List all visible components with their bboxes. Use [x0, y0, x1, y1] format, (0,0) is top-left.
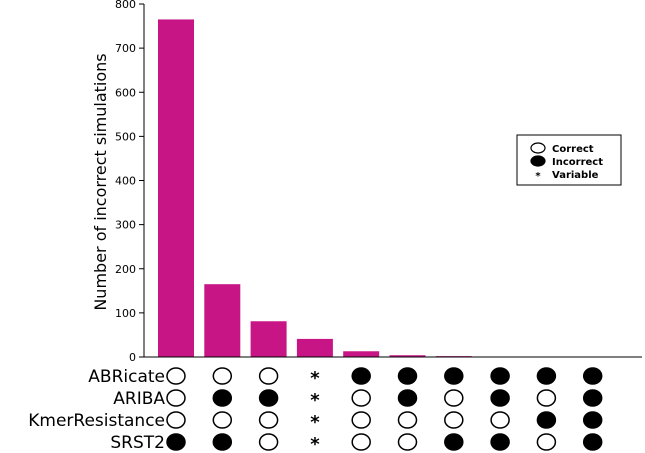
- variable-marker: *: [310, 368, 320, 389]
- legend-star-icon: *: [535, 171, 541, 182]
- incorrect-marker: [582, 389, 603, 407]
- correct-marker: [212, 367, 233, 385]
- tool-label: ABRicate: [88, 367, 165, 387]
- correct-marker: [490, 411, 510, 429]
- correct-marker: [351, 433, 371, 451]
- legend-correct-icon: [530, 142, 546, 154]
- y-tick-label: 400: [115, 175, 136, 188]
- incorrect-marker: [351, 367, 371, 385]
- legend-label: Correct: [552, 144, 594, 155]
- correct-marker: [536, 389, 557, 407]
- legend: Correct Incorrect * Variable: [516, 134, 622, 186]
- y-tick-label: 700: [115, 42, 136, 55]
- legend-incorrect-icon: [530, 155, 546, 167]
- incorrect-marker: [582, 411, 603, 429]
- incorrect-marker: [397, 367, 418, 385]
- bars-layer: [158, 19, 611, 358]
- variable-marker: *: [310, 412, 320, 433]
- incorrect-marker: [212, 433, 233, 451]
- y-axis-title: Number of incorrect simulations: [91, 53, 110, 310]
- y-tick-label: 200: [115, 263, 136, 276]
- correct-marker: [397, 433, 418, 451]
- tool-label: KmerResistance: [28, 411, 165, 431]
- variable-marker: *: [310, 390, 320, 411]
- correct-marker: [444, 389, 464, 407]
- incorrect-marker: [166, 433, 186, 451]
- correct-marker: [444, 411, 464, 429]
- correct-marker: [351, 411, 371, 429]
- incorrect-marker: [536, 411, 557, 429]
- legend-label: Incorrect: [552, 157, 603, 168]
- y-tick-label: 300: [115, 219, 136, 232]
- correct-marker: [351, 389, 371, 407]
- y-tick-label: 0: [129, 351, 136, 364]
- bar: [389, 355, 426, 357]
- bar: [158, 19, 194, 357]
- bar: [296, 338, 333, 357]
- tool-label: SRST2: [110, 433, 165, 453]
- y-axis: 0 100 200 300 400 500 600 700 800: [115, 0, 642, 364]
- correct-marker: [397, 411, 418, 429]
- y-tick-label: 600: [115, 86, 136, 99]
- incorrect-marker: [490, 433, 510, 451]
- incorrect-marker: [490, 389, 510, 407]
- bar: [250, 321, 287, 357]
- legend-label: Variable: [552, 170, 599, 181]
- bar: [204, 284, 241, 357]
- correct-marker: [258, 411, 279, 429]
- incorrect-marker: [258, 389, 279, 407]
- incorrect-marker: [582, 433, 603, 451]
- incorrect-marker: [444, 367, 464, 385]
- correct-marker: [258, 433, 279, 451]
- membership-matrix: ABRicate * ARIBA * KmerResistance * SRST2 *: [28, 367, 603, 453]
- correct-marker: [166, 367, 186, 385]
- correct-marker: [166, 389, 186, 407]
- incorrect-marker: [444, 433, 464, 451]
- correct-marker: [212, 411, 233, 429]
- y-tick-label: 100: [115, 307, 136, 320]
- y-tick-label: 800: [115, 0, 136, 11]
- correct-marker: [258, 367, 279, 385]
- correct-marker: [536, 433, 557, 451]
- incorrect-marker: [582, 367, 603, 385]
- tool-label: ARIBA: [113, 389, 165, 409]
- incorrect-marker: [212, 389, 233, 407]
- bar: [343, 351, 380, 357]
- incorrect-marker: [397, 389, 418, 407]
- incorrect-marker: [536, 367, 557, 385]
- incorrect-marker: [490, 367, 510, 385]
- y-tick-label: 500: [115, 130, 136, 143]
- correct-marker: [166, 411, 186, 429]
- variable-marker: *: [310, 434, 320, 453]
